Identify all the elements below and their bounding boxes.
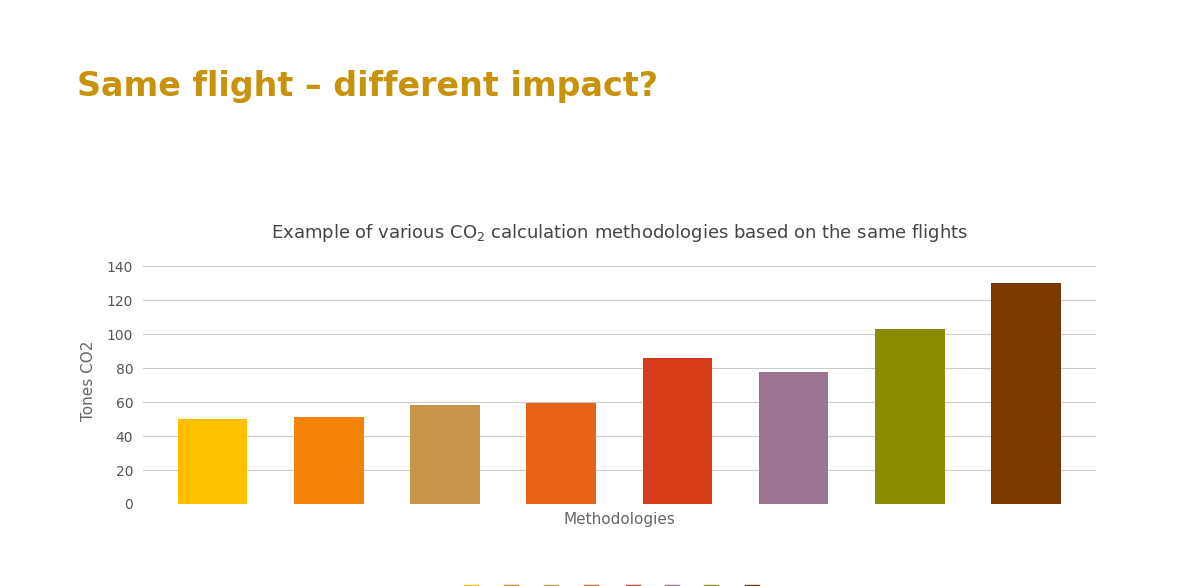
Bar xyxy=(991,283,1061,504)
Bar xyxy=(177,419,248,504)
Bar xyxy=(410,405,480,504)
Bar xyxy=(875,329,944,504)
Title: Example of various CO$_2$ calculation methodologies based on the same flights: Example of various CO$_2$ calculation me… xyxy=(270,223,968,244)
Text: Same flight – different impact?: Same flight – different impact? xyxy=(77,70,659,103)
Bar xyxy=(759,372,829,504)
X-axis label: Methodologies: Methodologies xyxy=(563,512,675,527)
Bar xyxy=(643,358,712,504)
Bar xyxy=(526,403,596,504)
Y-axis label: Tones CO2: Tones CO2 xyxy=(81,340,95,421)
Bar xyxy=(294,417,363,504)
Legend: A, B, C, D, E, F, G, H: A, B, C, D, E, F, G, H xyxy=(459,580,780,586)
